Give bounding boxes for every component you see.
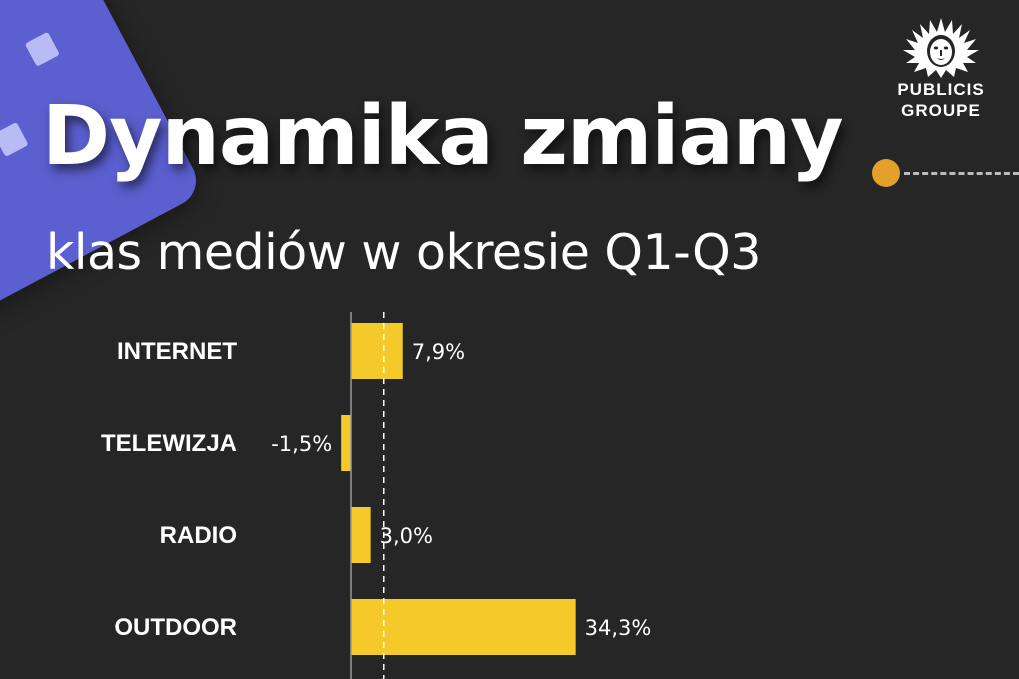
lion-head-icon [903,18,979,78]
category-label: TELEWIZJA [101,430,237,457]
bar-radio [351,507,371,563]
category-label: OUTDOOR [114,614,237,641]
value-label: 7,9% [412,340,465,364]
bar-outdoor [351,599,576,655]
bar-internet [351,323,403,379]
page-subtitle: klas mediów w okresie Q1-Q3 [46,224,761,281]
value-label: 34,3% [585,616,652,640]
value-label: 3,0% [380,524,433,548]
logo-text-groupe: GROUPE [901,101,981,120]
page-title: Dynamika zmiany [42,89,844,184]
timeline-dashed-line [904,172,1019,175]
timeline-dot [872,159,900,187]
publicis-groupe-logo: PUBLICIS GROUPE [884,14,998,124]
logo-text-publicis: PUBLICIS [897,80,985,99]
value-label: -1,5% [271,432,332,456]
bar-telewizja [341,415,351,471]
category-label: RADIO [160,522,237,549]
category-label: INTERNET [117,338,237,365]
